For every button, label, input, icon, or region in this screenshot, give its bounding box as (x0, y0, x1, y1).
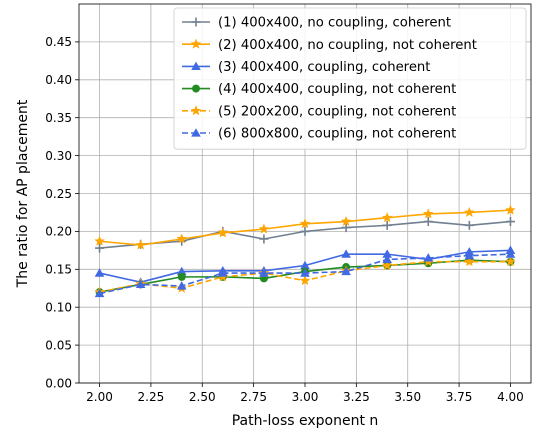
series-2-point (340, 215, 352, 227)
x-tick-label: 3.25 (343, 390, 370, 404)
series-6-point (300, 268, 310, 277)
series-6-point (218, 268, 228, 277)
x-tick-label: 2.75 (240, 390, 267, 404)
x-axis-label: Path-loss exponent n (232, 413, 379, 429)
legend-entry-label: (6) 800x800, coupling, not coherent (218, 127, 456, 142)
series-6-point (341, 266, 351, 276)
y-tick-label: 0.25 (45, 187, 72, 201)
series-2-point (217, 227, 229, 238)
y-tick-label: 0.30 (45, 149, 72, 163)
legend-swatch-marker (191, 61, 201, 70)
y-tick-label: 0.00 (45, 376, 72, 390)
series-1-point (464, 220, 474, 230)
x-axis: 2.00 2.25 2.50 2.75 3.00 3.25 3.50 3.75 4.00 (86, 383, 524, 404)
series-1-point (95, 243, 105, 253)
legend: (1) 400x400, no coupling, coherent (2) 40… (173, 7, 527, 150)
series-1-point (423, 217, 433, 227)
y-tick-label: 0.35 (45, 111, 72, 125)
series-3-point (94, 268, 105, 277)
series-6-point (505, 249, 516, 258)
legend-entry-label: (2) 400x400, no coupling, not coherent (218, 38, 477, 53)
legend-entry-label: (1) 400x400, no coupling, coherent (218, 16, 451, 31)
series-5-point (505, 256, 516, 267)
series-2 (94, 204, 516, 250)
series-layer (94, 204, 516, 298)
series-1-point (382, 220, 392, 230)
series-2-point (299, 218, 311, 229)
series-5-point (463, 256, 475, 267)
series-6-point (259, 268, 269, 277)
x-tick-label: 2.50 (189, 390, 216, 404)
x-tick-label: 2.00 (86, 390, 113, 404)
series-2-point (422, 208, 434, 219)
x-tick-label: 2.25 (138, 390, 165, 404)
series-6-point (464, 250, 475, 260)
y-tick-label: 0.45 (45, 35, 72, 49)
series-2-point (94, 235, 105, 246)
series-6-point (423, 253, 434, 262)
series-6 (94, 249, 516, 298)
series-5-point (381, 259, 393, 271)
series-2-point (381, 212, 393, 223)
series-3-point (382, 249, 392, 258)
series-3-point (341, 249, 351, 258)
series-1-point (341, 223, 351, 233)
series-3-point (300, 260, 310, 270)
series-5-point (299, 274, 311, 286)
series-3-point (176, 266, 187, 276)
series-4-point (177, 272, 186, 281)
y-tick-label: 0.15 (45, 263, 72, 277)
series-1-point (259, 234, 269, 244)
series-6-point (382, 254, 392, 264)
y-tick-label: 0.40 (45, 73, 72, 87)
legend-entry-label: (3) 400x400, coupling, coherent (218, 60, 430, 75)
x-tick-label: 4.00 (497, 390, 524, 404)
series-6-point (94, 288, 105, 298)
x-tick-label: 3.50 (394, 390, 421, 404)
series-2-point (135, 239, 147, 250)
series-2-point (463, 206, 475, 218)
y-axis: 0.00 0.05 0.10 0.15 0.20 0.25 0.30 0.35 0.40 0.45 (45, 35, 79, 390)
legend-swatch-marker (192, 84, 200, 93)
series-2-point (505, 204, 516, 215)
legend-box (173, 7, 527, 150)
series-1-point (505, 217, 515, 227)
legend-swatch-marker (191, 128, 201, 137)
x-tick-label: 3.75 (446, 390, 473, 404)
series-2-point (258, 223, 270, 234)
y-axis-label: The ratio for AP placement (15, 99, 31, 288)
series-6-point (176, 281, 187, 290)
y-tick-label: 0.20 (45, 225, 72, 239)
y-tick-label: 0.10 (45, 301, 72, 315)
legend-entry-label: (4) 400x400, coupling, not coherent (218, 82, 456, 97)
legend-swatch-marker (190, 105, 202, 116)
legend-swatch-marker (191, 17, 201, 27)
y-tick-label: 0.05 (45, 338, 72, 352)
legend-entry-label: (5) 200x200, coupling, not coherent (218, 104, 456, 119)
series-6-point (135, 279, 146, 289)
legend-swatch-marker (190, 38, 202, 49)
series-1-point (300, 226, 310, 236)
x-tick-label: 3.00 (292, 390, 319, 404)
series-2-point (176, 233, 188, 244)
